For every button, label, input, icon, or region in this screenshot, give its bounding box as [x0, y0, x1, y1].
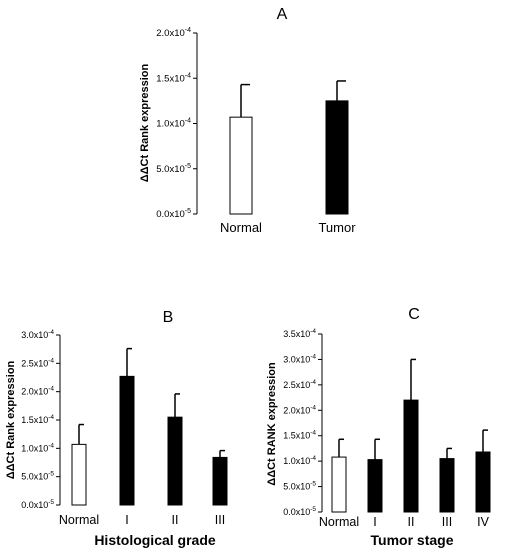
- chart-panel-A: A 0.0x10-5 5.0x10-5 1.0x10-4 1.5x10-4 2.0x10-…: [139, 6, 356, 235]
- x-tick-label: III: [215, 513, 225, 527]
- y-tick-label: 3.5x10-4: [283, 328, 316, 339]
- y-tick-label: 5.0x10-5: [283, 481, 316, 492]
- y-tick-label: 1.5x10-4: [156, 72, 191, 84]
- y-axis-label: ΔΔCt Rank expression: [5, 360, 17, 479]
- y-axis-label: ΔΔCt RANK expression: [266, 362, 278, 486]
- y-tick-label: 1.5x10-4: [283, 430, 316, 441]
- y-tick-label: 0.0x10-5: [156, 208, 191, 220]
- bar-i: [367, 459, 383, 513]
- x-axis-label: Tumor stage: [371, 532, 454, 548]
- bar-normal: [331, 456, 347, 513]
- y-tick-label: 2.0x10-4: [156, 27, 191, 39]
- x-tick-label: Tumor: [318, 220, 356, 235]
- x-tick-label: II: [408, 515, 415, 529]
- y-tick-label: 2.0x10-4: [283, 404, 316, 415]
- bar-iv: [475, 451, 491, 513]
- y-tick-label: 0.0x10-5: [21, 499, 54, 510]
- y-tick-label: 1.0x10-4: [21, 442, 54, 453]
- bar-i: [119, 375, 135, 506]
- bar-tumor: [325, 100, 349, 215]
- bar-ii: [403, 399, 419, 513]
- x-tick-label: III: [442, 515, 452, 529]
- chart-panel-B: B 0.0x10-5 5.0x10-5 1.0x10-4 1.5x10-4 2.0x10-…: [5, 309, 228, 548]
- x-axis-label: Histological grade: [94, 532, 216, 548]
- y-tick-label: 2.5x10-4: [21, 357, 54, 368]
- y-tick-label: 5.0x10-5: [156, 163, 191, 175]
- y-tick-label: 0.0x10-5: [283, 506, 316, 517]
- x-tick-label: Normal: [319, 515, 359, 529]
- y-axis-label: ΔΔCt Rank expression: [139, 63, 151, 182]
- x-tick-label: I: [125, 513, 128, 527]
- x-tick-label: I: [373, 515, 376, 529]
- x-tick-label: Normal: [220, 220, 262, 235]
- x-tick-label: II: [172, 513, 179, 527]
- y-tick-label: 2.0x10-4: [21, 386, 54, 397]
- y-tick-label: 5.0x10-5: [21, 471, 54, 482]
- chart-panel-C: C 0.0x10-5 5.0x10-5 1.0x10-4 1.5x10-4 2.0x10-…: [266, 306, 491, 548]
- bar-iii: [439, 458, 455, 513]
- y-tick-label: 3.0x10-4: [21, 329, 54, 340]
- panel-label: A: [277, 6, 288, 23]
- y-tick-label: 1.0x10-4: [283, 455, 316, 466]
- y-tick-label: 2.5x10-4: [283, 379, 316, 390]
- bar-normal: [229, 116, 253, 215]
- y-tick-label: 1.0x10-4: [156, 118, 191, 130]
- bar-normal: [71, 443, 87, 506]
- y-tick-label: 3.0x10-4: [283, 353, 316, 364]
- bar-ii: [167, 416, 183, 506]
- x-tick-label: Normal: [59, 513, 99, 527]
- panel-label: C: [408, 306, 420, 323]
- bar-iii: [212, 456, 228, 506]
- x-tick-label: IV: [477, 515, 489, 529]
- panel-label: B: [163, 309, 174, 326]
- y-tick-label: 1.5x10-4: [21, 414, 54, 425]
